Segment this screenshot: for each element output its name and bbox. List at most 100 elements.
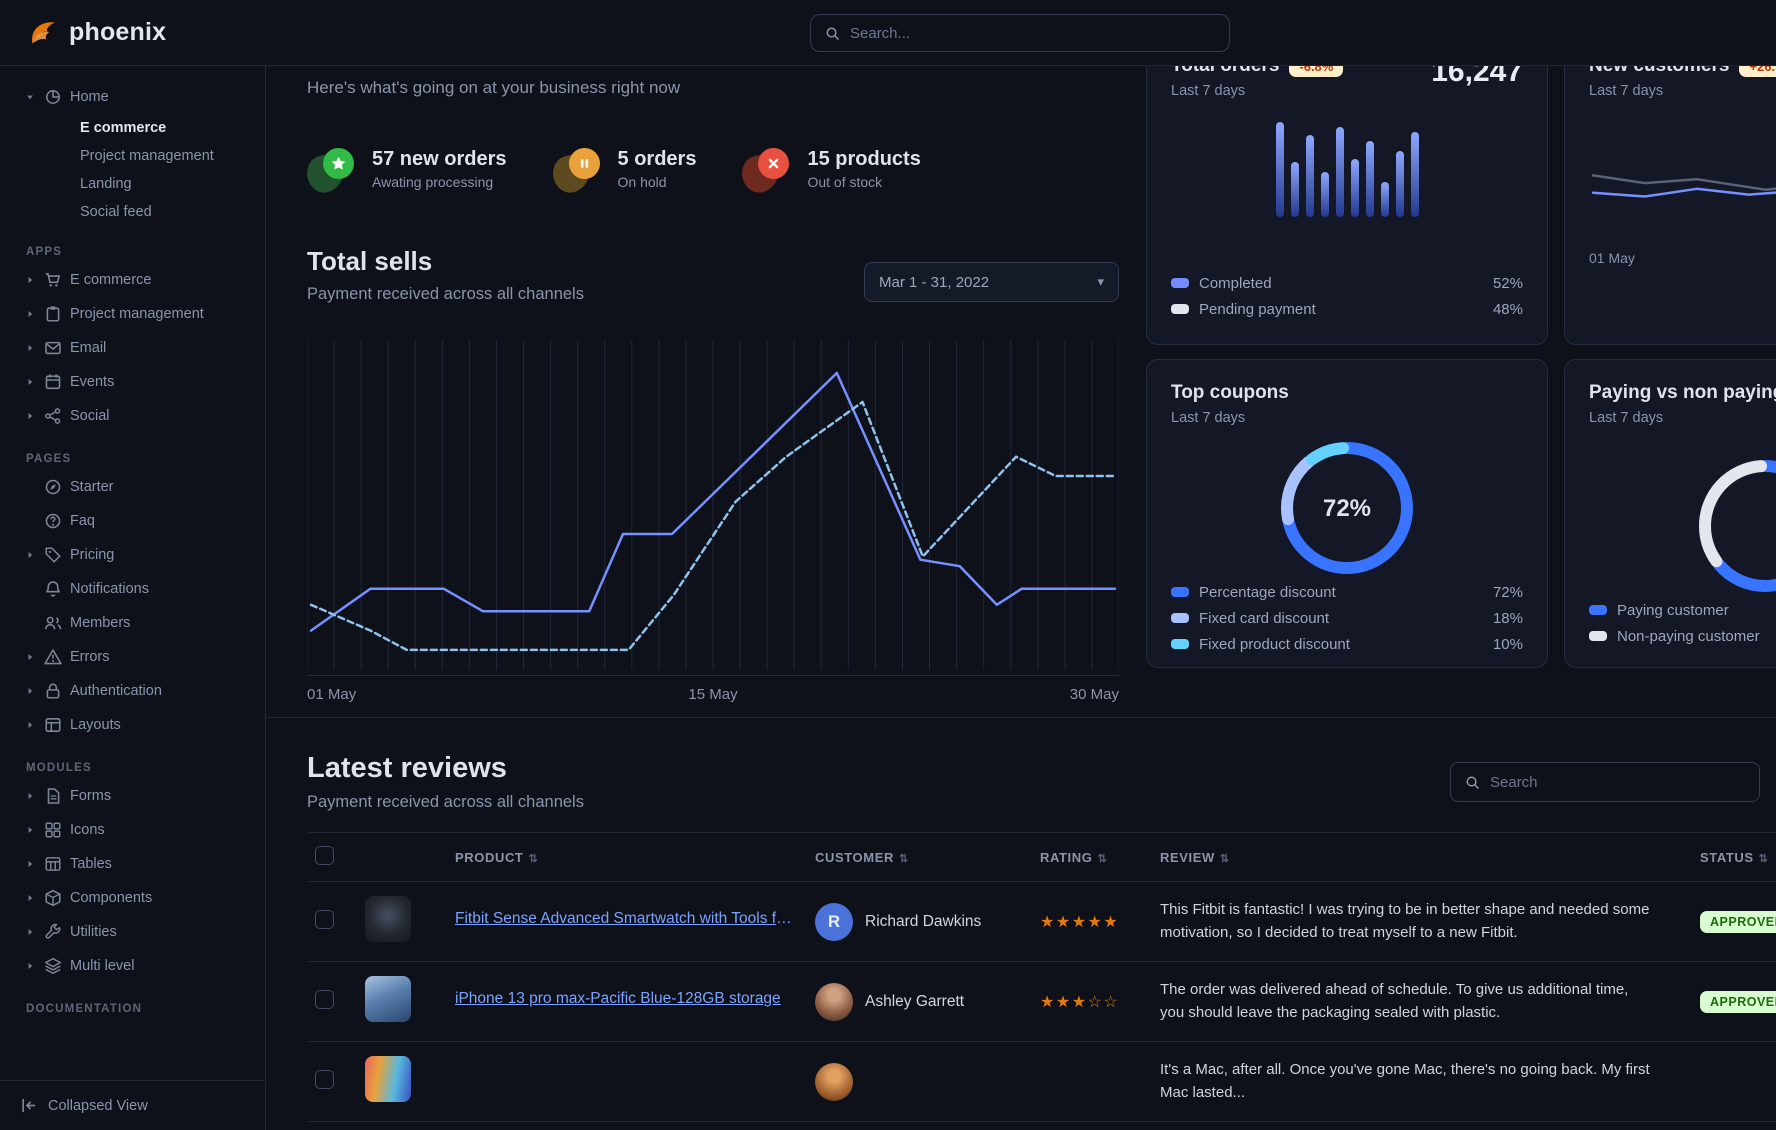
chart-x-axis: 01 May 15 May 30 May xyxy=(307,686,1119,703)
layers-icon xyxy=(44,957,62,975)
sidebar-item-utilities[interactable]: Utilities xyxy=(14,915,251,949)
column-header-status[interactable]: STATUS ⇅ xyxy=(1692,832,1776,882)
x-label-mid: 15 May xyxy=(688,686,738,703)
sidebar-item-faq[interactable]: Faq xyxy=(14,504,251,538)
warning-icon xyxy=(44,649,62,665)
total-orders-bar-chart xyxy=(1275,117,1419,222)
stats-row: 57 new orders Awating processing 5 order… xyxy=(302,146,1119,197)
product-link[interactable]: iPhone 13 pro max-Pacific Blue-128GB sto… xyxy=(455,990,781,1007)
caret-icon xyxy=(28,552,33,558)
column-header-product[interactable]: PRODUCT ⇅ xyxy=(447,832,807,882)
sort-icon: ⇅ xyxy=(528,852,539,865)
sidebar-item-social[interactable]: Social xyxy=(14,399,251,433)
reviews-search xyxy=(1450,762,1760,802)
legend-item-paying-customer: Paying customer xyxy=(1589,597,1776,623)
legend-swatch xyxy=(1171,613,1189,623)
layout-icon xyxy=(45,718,61,732)
row-checkbox[interactable] xyxy=(315,989,334,1009)
pause-icon xyxy=(547,146,603,197)
sidebar-item-forms[interactable]: Forms xyxy=(14,779,251,813)
customer-cell[interactable] xyxy=(815,1062,1024,1101)
chevron-down-icon: ▾ xyxy=(1097,274,1104,289)
customer-cell[interactable]: Ashley Garrett xyxy=(815,982,1024,1021)
sidebar-item-notifications[interactable]: Notifications xyxy=(14,572,251,606)
wrench-icon xyxy=(45,923,61,939)
x-icon xyxy=(737,146,792,197)
customer-cell[interactable]: R Richard Dawkins xyxy=(815,902,1024,941)
card-period: Last 7 days xyxy=(1589,83,1664,99)
paying-legend: Paying customer Non-paying customer xyxy=(1589,597,1776,649)
sidebar-item-pricing[interactable]: Pricing xyxy=(14,538,251,572)
sidebar-item-social-feed[interactable]: Social feed xyxy=(80,204,152,220)
rating-stars: ★★★★★ xyxy=(1032,881,1152,962)
column-header-review[interactable]: REVIEW ⇅ xyxy=(1152,832,1692,882)
column-header-rating[interactable]: RATING ⇅ xyxy=(1032,832,1152,882)
question-icon xyxy=(45,513,61,529)
sidebar-item-email[interactable]: Email xyxy=(14,331,251,365)
caret-icon xyxy=(28,277,33,283)
sidebar-item-project-management[interactable]: Project management xyxy=(80,148,214,164)
mail-icon xyxy=(45,341,61,355)
product-image-iphone-13-pro-photo[interactable] xyxy=(365,976,411,1022)
date-range-value: Mar 1 - 31, 2022 xyxy=(879,273,990,291)
sidebar-item-tables[interactable]: Tables xyxy=(14,847,251,881)
product-link[interactable]: Fitbit Sense Advanced Smartwatch with To… xyxy=(455,910,795,927)
caret-icon xyxy=(28,963,33,969)
search-icon xyxy=(1466,776,1479,789)
date-range-select[interactable]: Mar 1 - 31, 2022 ▾ xyxy=(864,262,1119,302)
collapse-icon xyxy=(22,1098,36,1113)
total-sells-subtitle: Payment received across all channels xyxy=(307,285,584,303)
caret-icon xyxy=(28,654,33,660)
reviews-search-input[interactable] xyxy=(1490,773,1745,791)
collapse-sidebar-button[interactable]: Collapsed View xyxy=(0,1080,265,1130)
sidebar-section-pages: PAGES xyxy=(26,453,72,465)
sidebar-item-e-commerce[interactable]: E commerce xyxy=(14,263,251,297)
caret-icon xyxy=(28,413,33,419)
sidebar-item-e-commerce[interactable]: E commerce xyxy=(80,120,167,136)
sidebar-item-project-management[interactable]: Project management xyxy=(14,297,251,331)
caret-icon xyxy=(28,722,33,728)
row-checkbox[interactable] xyxy=(315,909,334,929)
sidebar-item-authentication[interactable]: Authentication xyxy=(14,674,251,708)
sidebar-item-home[interactable]: Home xyxy=(14,80,251,114)
box-icon xyxy=(45,889,61,907)
caret-icon xyxy=(28,379,33,385)
sidebar-item-starter[interactable]: Starter xyxy=(14,470,251,504)
stat-5-orders: 5 orders On hold xyxy=(547,146,696,197)
reviews-title: Latest reviews xyxy=(307,752,507,784)
sidebar-item-icons[interactable]: Icons xyxy=(14,813,251,847)
sidebar-item-members[interactable]: Members xyxy=(14,606,251,640)
sidebar-section-modules: MODULES xyxy=(26,762,92,774)
avatar-initial: R xyxy=(815,902,853,941)
search-input[interactable] xyxy=(850,24,1215,42)
kpi-cards: Total orders -6.8% Last 7 days 16,247 Co… xyxy=(1146,32,1776,703)
sidebar-item-landing[interactable]: Landing xyxy=(80,176,132,192)
product-image-macbook-photo[interactable] xyxy=(365,1056,411,1102)
sort-icon: ⇅ xyxy=(898,852,909,865)
sidebar-item-layouts[interactable]: Layouts xyxy=(14,708,251,742)
total-sells-chart xyxy=(306,340,1120,676)
card-title: Top coupons xyxy=(1171,382,1289,403)
brand-logo[interactable]: phoenix xyxy=(26,16,166,50)
rating-stars: ★★★☆☆ xyxy=(1032,961,1152,1042)
caret-icon xyxy=(28,793,33,799)
legend-item-percentage-discount: Percentage discount 72% xyxy=(1171,579,1523,605)
collapse-label: Collapsed View xyxy=(48,1097,148,1114)
caret-icon xyxy=(28,345,33,351)
card-period: Last 7 days xyxy=(1171,83,1246,99)
product-image-fitbit-smartwatch-photo[interactable] xyxy=(365,896,411,942)
sidebar-item-errors[interactable]: Errors xyxy=(14,640,251,674)
reviews-subtitle: Payment received across all channels xyxy=(307,793,584,811)
card-title: Paying vs non paying xyxy=(1589,382,1776,403)
row-checkbox[interactable] xyxy=(315,1069,334,1089)
sidebar-section-apps: APPS xyxy=(26,246,63,258)
column-header-customer[interactable]: CUSTOMER ⇅ xyxy=(807,832,1032,882)
select-all-checkbox[interactable] xyxy=(315,846,334,865)
sidebar-item-events[interactable]: Events xyxy=(14,365,251,399)
stat-15-products: 15 products Out of stock xyxy=(737,146,921,197)
legend-item-fixed-card-discount: Fixed card discount 18% xyxy=(1171,605,1523,631)
stat-57-new-orders: 57 new orders Awating processing xyxy=(302,146,507,197)
sidebar-item-multi-level[interactable]: Multi level xyxy=(14,949,251,983)
caretDown-icon xyxy=(27,95,33,100)
sidebar-item-components[interactable]: Components xyxy=(14,881,251,915)
